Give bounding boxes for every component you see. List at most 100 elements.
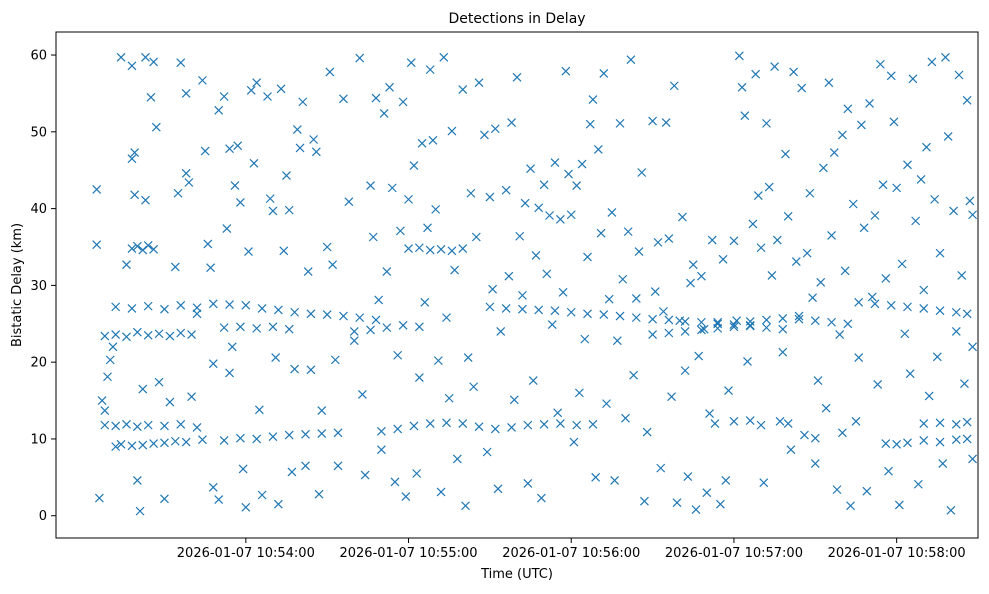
data-point: [743, 356, 752, 366]
data-point: [404, 194, 413, 204]
data-point: [729, 322, 739, 332]
data-point: [558, 287, 568, 297]
data-point: [745, 317, 755, 326]
data-point: [951, 435, 961, 445]
data-point: [767, 270, 777, 280]
y-tick-label: 60: [30, 49, 47, 64]
data-point: [829, 148, 839, 157]
y-tick-label: 40: [30, 202, 47, 217]
data-point: [778, 347, 788, 357]
data-point: [935, 418, 945, 428]
data-point: [648, 330, 658, 339]
data-point: [919, 436, 929, 445]
data-point: [813, 376, 823, 386]
data-point: [621, 413, 630, 423]
data-point: [225, 368, 234, 378]
data-point: [233, 141, 243, 151]
data-point: [770, 62, 780, 71]
data-point: [225, 300, 234, 310]
data-point: [227, 342, 237, 352]
data-point: [583, 252, 592, 262]
data-point: [732, 316, 742, 326]
x-tick-label: 2026-01-07 10:56:00: [502, 546, 640, 561]
data-point: [173, 188, 183, 198]
data-point: [135, 506, 145, 516]
data-point: [748, 219, 758, 229]
data-point: [664, 328, 674, 338]
data-point: [550, 306, 560, 316]
data-point: [905, 369, 915, 379]
data-point: [840, 266, 850, 276]
data-point: [349, 336, 359, 346]
data-point: [968, 342, 978, 352]
data-point: [238, 464, 248, 474]
data-point: [325, 67, 335, 77]
data-point: [550, 158, 560, 167]
data-point: [290, 307, 300, 317]
data-point: [425, 419, 435, 429]
data-point: [371, 315, 381, 325]
x-tick-label: 2026-01-07 10:58:00: [828, 546, 966, 561]
data-point: [775, 416, 785, 426]
data-point: [466, 188, 476, 198]
data-point: [585, 119, 595, 129]
data-point: [631, 313, 641, 323]
data-point: [436, 244, 446, 254]
data-point: [108, 342, 118, 352]
data-point: [235, 322, 245, 332]
data-point: [122, 419, 131, 429]
data-point: [862, 486, 872, 496]
data-point: [786, 445, 796, 455]
data-point: [772, 235, 782, 245]
data-point: [406, 58, 416, 68]
data-point: [187, 392, 197, 402]
data-point: [930, 194, 940, 204]
data-point: [903, 302, 912, 312]
data-point: [922, 142, 931, 152]
data-point: [873, 380, 883, 389]
data-point: [572, 181, 582, 190]
data-point: [496, 327, 506, 336]
data-point: [317, 429, 327, 438]
data-point: [368, 232, 378, 242]
data-point: [452, 454, 462, 464]
data-point: [539, 419, 549, 429]
data-point: [339, 311, 348, 321]
data-point: [596, 228, 606, 238]
data-point: [545, 211, 554, 220]
x-tick-label: 2026-01-07 10:57:00: [665, 546, 803, 561]
marks-layer: [92, 51, 978, 516]
data-point: [821, 403, 831, 413]
data-point: [143, 241, 153, 250]
data-point: [919, 419, 929, 429]
data-point: [170, 436, 180, 446]
data-point: [588, 419, 598, 429]
data-point: [330, 355, 340, 365]
data-point: [230, 181, 240, 190]
data-point: [827, 317, 836, 327]
data-point: [219, 323, 229, 333]
data-point: [149, 244, 159, 254]
data-point: [715, 499, 725, 509]
data-point: [94, 493, 104, 503]
data-point: [951, 327, 961, 336]
data-point: [642, 427, 652, 437]
data-point: [198, 75, 207, 85]
data-point: [176, 328, 186, 338]
data-point: [469, 382, 479, 392]
data-point: [859, 223, 869, 233]
data-point: [805, 188, 815, 198]
data-point: [485, 192, 495, 202]
data-point: [412, 469, 422, 478]
data-point: [797, 83, 807, 93]
data-point: [439, 52, 449, 62]
data-point: [680, 366, 690, 376]
data-point: [328, 260, 338, 270]
data-point: [214, 105, 224, 115]
data-point: [875, 59, 885, 69]
data-point: [935, 437, 945, 447]
data-point: [816, 277, 826, 287]
data-point: [526, 164, 535, 174]
